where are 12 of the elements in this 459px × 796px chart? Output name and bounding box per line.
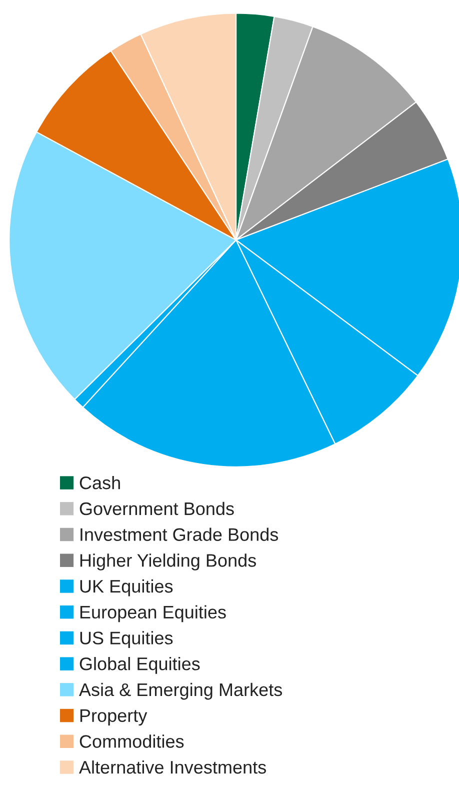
legend-label: Commodities xyxy=(80,734,184,748)
legend-label: UK Equities xyxy=(80,579,173,596)
legend-label: European Equities xyxy=(80,605,226,622)
legend-label: Cash xyxy=(80,476,120,490)
legend-label: US Equities xyxy=(80,631,173,648)
legend-label: Higher Yielding Bonds xyxy=(80,554,256,570)
legend-label: Investment Grade Bonds xyxy=(80,528,278,541)
legend-label: Government Bonds xyxy=(80,502,234,516)
legend-label: Global Equities xyxy=(80,657,200,674)
legend-label: Property xyxy=(80,709,148,726)
legend-label: Alternative Investments xyxy=(78,760,266,774)
legend-label: Asia & Emerging Markets xyxy=(78,682,282,700)
